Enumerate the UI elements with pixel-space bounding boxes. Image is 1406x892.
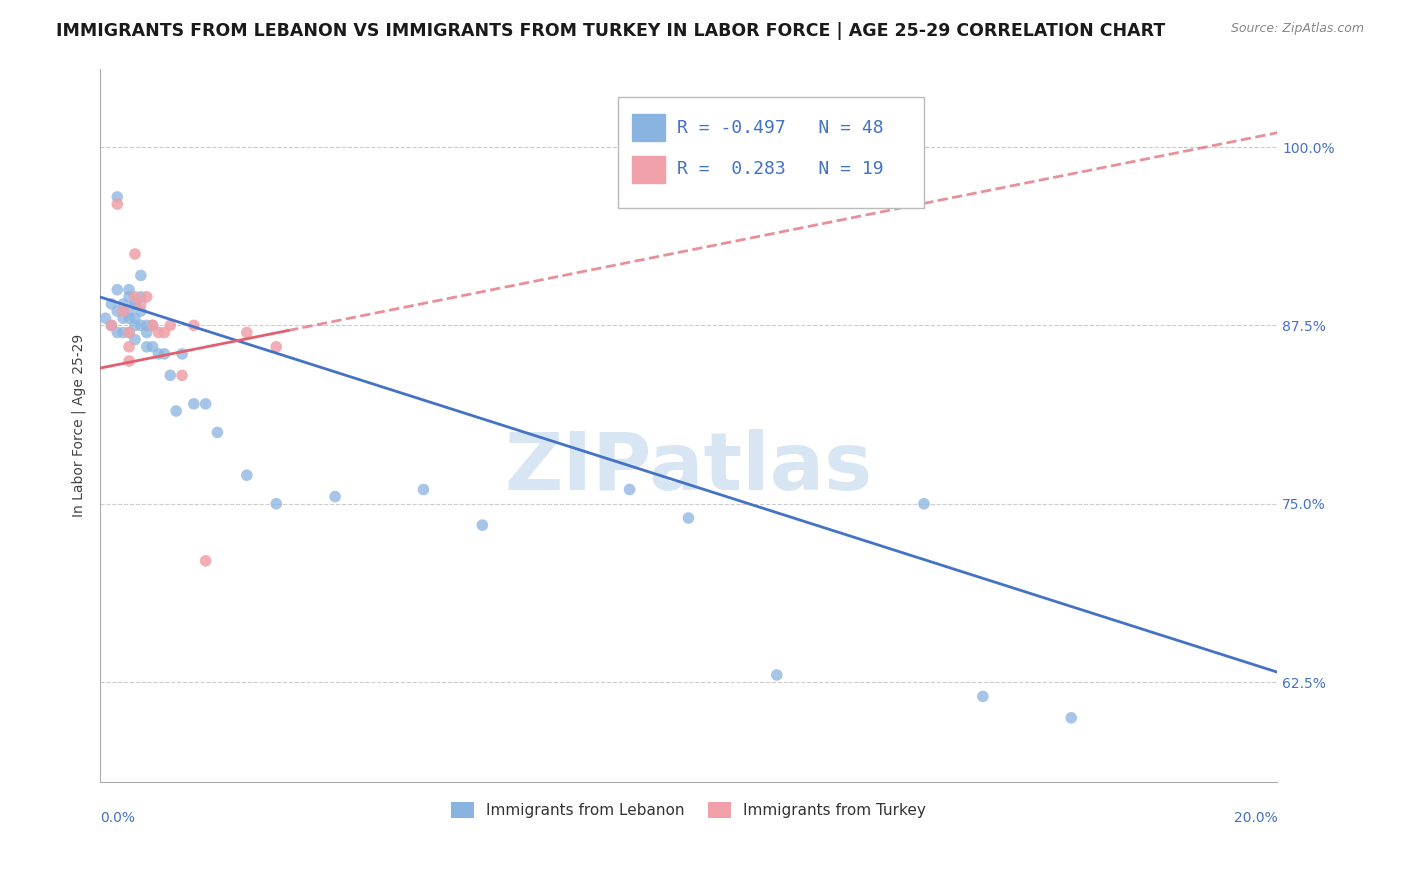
Point bbox=[236, 326, 259, 340]
Text: R =  0.283   N = 19: R = 0.283 N = 19 bbox=[676, 161, 883, 178]
Point bbox=[118, 311, 141, 326]
Point bbox=[135, 326, 157, 340]
Point bbox=[124, 290, 146, 304]
Point bbox=[183, 318, 205, 333]
Point bbox=[118, 340, 141, 354]
Point bbox=[148, 326, 170, 340]
Point bbox=[129, 297, 152, 311]
Point bbox=[105, 190, 128, 204]
Text: Source: ZipAtlas.com: Source: ZipAtlas.com bbox=[1230, 22, 1364, 36]
Point bbox=[153, 326, 176, 340]
Point bbox=[165, 404, 187, 418]
Point bbox=[112, 311, 135, 326]
Text: ZIPatlas: ZIPatlas bbox=[505, 429, 873, 507]
Text: IMMIGRANTS FROM LEBANON VS IMMIGRANTS FROM TURKEY IN LABOR FORCE | AGE 25-29 COR: IMMIGRANTS FROM LEBANON VS IMMIGRANTS FR… bbox=[56, 22, 1166, 40]
Point bbox=[100, 318, 122, 333]
Point bbox=[170, 347, 193, 361]
Y-axis label: In Labor Force | Age 25-29: In Labor Force | Age 25-29 bbox=[72, 334, 86, 516]
Text: 0.0%: 0.0% bbox=[100, 811, 135, 824]
Point bbox=[112, 304, 135, 318]
Point bbox=[118, 304, 141, 318]
Point bbox=[153, 347, 176, 361]
Point bbox=[118, 290, 141, 304]
Point bbox=[1060, 711, 1083, 725]
Point bbox=[323, 490, 346, 504]
Text: 20.0%: 20.0% bbox=[1233, 811, 1277, 824]
Point bbox=[135, 290, 157, 304]
Point bbox=[135, 340, 157, 354]
Point bbox=[129, 290, 152, 304]
Point bbox=[105, 197, 128, 211]
Point bbox=[105, 304, 128, 318]
Point bbox=[105, 283, 128, 297]
Point bbox=[118, 326, 141, 340]
Point bbox=[619, 483, 641, 497]
Point bbox=[194, 397, 217, 411]
Point bbox=[124, 311, 146, 326]
Point bbox=[100, 318, 122, 333]
Point bbox=[236, 468, 259, 483]
Point bbox=[471, 518, 494, 533]
Bar bbox=[631, 114, 665, 141]
Point bbox=[112, 326, 135, 340]
Point bbox=[142, 340, 165, 354]
Point bbox=[912, 497, 935, 511]
Text: R = -0.497   N = 48: R = -0.497 N = 48 bbox=[676, 119, 883, 136]
Point bbox=[678, 511, 700, 525]
Point bbox=[112, 297, 135, 311]
Point bbox=[142, 318, 165, 333]
Point bbox=[129, 304, 152, 318]
Point bbox=[118, 283, 141, 297]
FancyBboxPatch shape bbox=[617, 97, 924, 208]
Point bbox=[170, 368, 193, 383]
Point bbox=[124, 297, 146, 311]
Point bbox=[124, 318, 146, 333]
Point bbox=[135, 318, 157, 333]
Point bbox=[94, 311, 117, 326]
Point bbox=[264, 497, 287, 511]
Point bbox=[124, 333, 146, 347]
Point bbox=[118, 326, 141, 340]
Point bbox=[264, 340, 287, 354]
Point bbox=[194, 554, 217, 568]
Point bbox=[124, 247, 146, 261]
Point bbox=[159, 368, 181, 383]
Point bbox=[124, 297, 146, 311]
Point bbox=[183, 397, 205, 411]
Point bbox=[118, 354, 141, 368]
Bar bbox=[631, 155, 665, 183]
Point bbox=[129, 268, 152, 283]
Point bbox=[105, 326, 128, 340]
Legend: Immigrants from Lebanon, Immigrants from Turkey: Immigrants from Lebanon, Immigrants from… bbox=[446, 796, 932, 824]
Point bbox=[129, 318, 152, 333]
Point bbox=[100, 297, 122, 311]
Point bbox=[207, 425, 229, 440]
Point bbox=[142, 318, 165, 333]
Point bbox=[972, 690, 994, 704]
Point bbox=[765, 668, 787, 682]
Point bbox=[159, 318, 181, 333]
Point bbox=[412, 483, 434, 497]
Point bbox=[148, 347, 170, 361]
